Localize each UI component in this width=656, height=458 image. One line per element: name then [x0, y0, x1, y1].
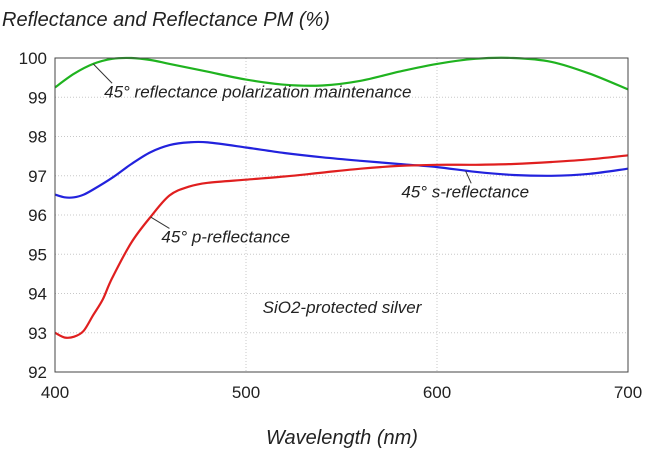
annotation-label-3: 45° p-reflectance: [161, 227, 290, 246]
y-tick-label: 93: [28, 324, 47, 343]
x-tick-labels: 400 500 600 700: [41, 383, 642, 402]
y-tick-label: 99: [28, 88, 47, 107]
grid: [54, 57, 629, 373]
series-line-3: [54, 154, 629, 339]
y-tick-label: 92: [28, 363, 47, 382]
y-tick-label: 95: [28, 245, 47, 264]
annotation-pointer: [150, 216, 170, 229]
y-tick-label: 94: [28, 285, 47, 304]
y-tick-label: 100: [19, 49, 47, 68]
annotations: 45° reflectance polarization maintenance…: [92, 63, 529, 317]
y-tick-label: 96: [28, 206, 47, 225]
x-tick-label: 500: [232, 383, 260, 402]
annotation-pointer: [465, 170, 472, 184]
y-tick-labels: 92 93 94 95 96 97 98 99 100: [19, 49, 47, 382]
series-line-2: [54, 140, 629, 199]
annotation-label-1: 45° reflectance polarization maintenance: [104, 82, 411, 101]
annotation-pointer: [92, 63, 113, 84]
x-tick-label: 700: [614, 383, 642, 402]
chart-title: Reflectance and Reflectance PM (%): [2, 9, 330, 31]
y-tick-label: 97: [28, 167, 47, 186]
annotation-label-4: SiO2-protected silver: [263, 298, 423, 317]
plot-frame: [54, 57, 629, 373]
x-tick-label: 400: [41, 383, 69, 402]
y-tick-label: 98: [28, 128, 47, 147]
x-axis-label: Wavelength (nm): [266, 427, 418, 449]
annotation-label-2: 45° s-reflectance: [401, 182, 529, 201]
x-tick-label: 600: [423, 383, 451, 402]
